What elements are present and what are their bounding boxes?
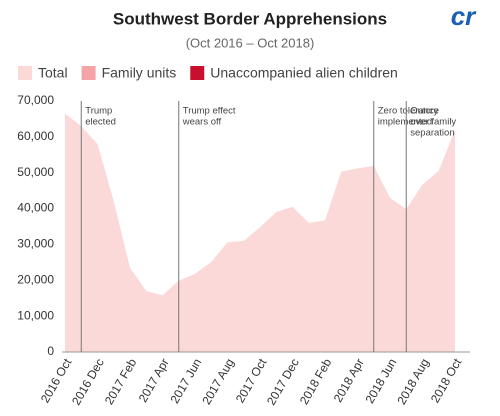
- legend-label: Unaccompanied alien children: [210, 65, 398, 81]
- x-tick-label: 2018 Oct: [428, 356, 465, 406]
- annotation-text: implemented: [378, 117, 432, 128]
- x-tick-label: 2018 Aug: [394, 356, 431, 407]
- legend-swatch: [18, 66, 32, 80]
- legend-label: Total: [38, 65, 68, 81]
- area: [65, 113, 455, 352]
- annotation-text: Outcry: [410, 106, 438, 117]
- legend-swatch: [190, 66, 205, 80]
- x-tick-label: 2018 Jun: [363, 356, 400, 406]
- annotation-text: Trump effect: [183, 106, 236, 117]
- y-tick-label: 70,000: [17, 93, 54, 107]
- annotation-text: elected: [85, 117, 116, 128]
- y-tick-label: 30,000: [17, 237, 54, 251]
- annotation-text: wears off: [182, 117, 222, 128]
- annotation-text: over family: [410, 117, 456, 128]
- y-tick-label: 20,000: [17, 272, 54, 286]
- annotation-text: separation: [410, 128, 454, 139]
- legend-swatch: [81, 66, 96, 80]
- y-tick-label: 60,000: [17, 129, 54, 143]
- x-tick-label: 2017 Apr: [136, 356, 172, 405]
- x-tick-label: 2016 Oct: [38, 356, 75, 406]
- x-tick-label: 2018 Apr: [331, 356, 367, 405]
- y-tick-label: 50,000: [17, 165, 54, 179]
- x-tick-label: 2017 Oct: [233, 356, 270, 406]
- legend-label: Family units: [102, 65, 177, 81]
- annotation-text: Trump: [85, 106, 112, 117]
- y-tick-label: 0: [47, 344, 54, 358]
- y-tick-label: 10,000: [17, 308, 54, 322]
- x-tick-label: 2017 Feb: [102, 356, 140, 407]
- annotation-text: Zero tolerance: [378, 106, 439, 117]
- chart-title: Southwest Border Apprehensions: [113, 9, 387, 28]
- x-tick-label: 2018 Feb: [297, 356, 335, 407]
- chart-subtitle: (Oct 2016 – Oct 2018): [186, 35, 315, 50]
- x-tick-label: 2017 Jun: [168, 356, 205, 406]
- x-tick-label: 2017 Aug: [199, 356, 236, 407]
- logo: cr: [451, 1, 477, 31]
- y-tick-label: 40,000: [17, 201, 54, 215]
